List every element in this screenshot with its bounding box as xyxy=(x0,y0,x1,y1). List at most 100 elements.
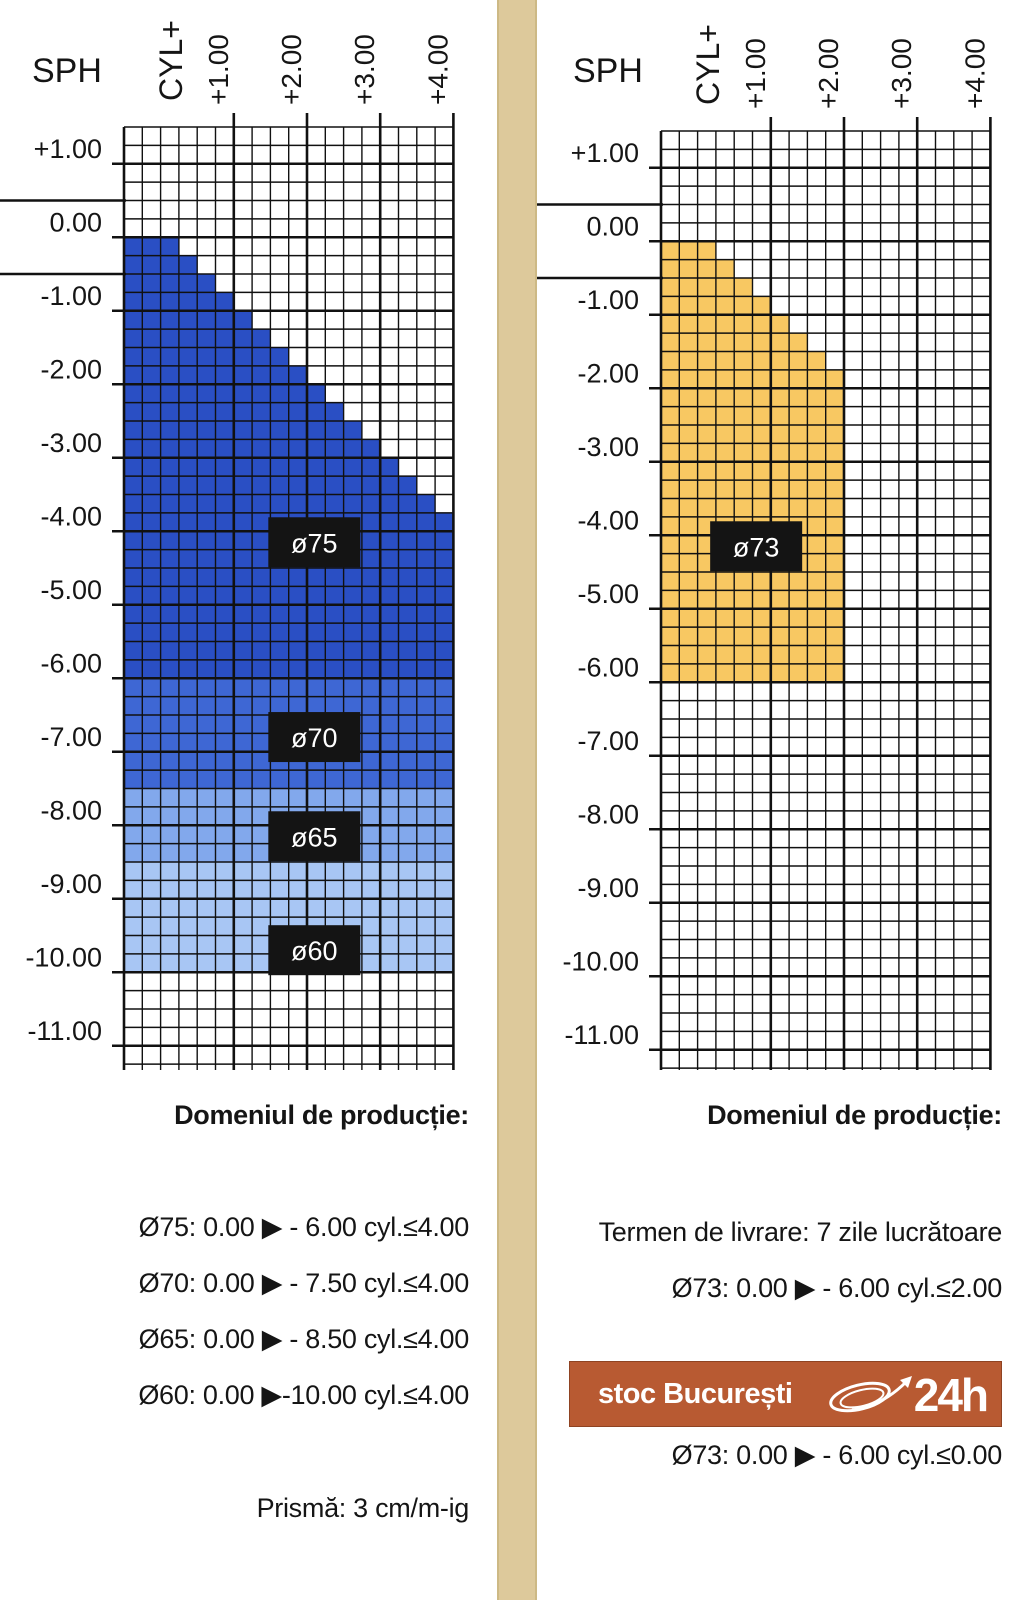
grid-cell xyxy=(435,696,454,715)
grid-cell xyxy=(789,333,808,352)
grid-cell xyxy=(715,572,735,591)
grid-cell xyxy=(752,572,771,591)
grid-cell xyxy=(789,572,808,591)
grid-cell xyxy=(789,498,808,517)
sph-tick-label: -11.00 xyxy=(564,1020,639,1050)
grid-cell xyxy=(398,770,417,789)
grid-cell xyxy=(233,733,253,752)
grid-cell xyxy=(178,641,198,660)
grid-cell xyxy=(361,568,381,587)
grid-cell xyxy=(142,935,161,954)
grid-cell xyxy=(361,476,381,495)
grid-cell xyxy=(215,935,234,954)
grid-cell xyxy=(380,953,399,973)
grid-cell xyxy=(142,715,161,734)
grid-cell xyxy=(252,696,271,715)
grid-cell xyxy=(380,935,399,954)
grid-cell xyxy=(807,627,826,646)
grid-cell xyxy=(734,443,753,462)
grid-cell xyxy=(697,590,716,609)
cyl-tick-label: +1.00 xyxy=(740,38,771,109)
grid-cell xyxy=(197,623,216,642)
grid-cell xyxy=(288,586,307,605)
grid-cell xyxy=(325,641,344,660)
grid-cell xyxy=(270,898,289,918)
grid-cell xyxy=(252,641,271,660)
grid-cell xyxy=(233,862,253,881)
grid-cell xyxy=(252,880,271,899)
grid-cell xyxy=(142,641,161,660)
grid-cell xyxy=(380,917,399,936)
grid-cell xyxy=(380,880,399,899)
grid-cell xyxy=(233,494,253,513)
grid-cell xyxy=(715,333,735,352)
grid-cell xyxy=(307,641,326,660)
grid-cell xyxy=(142,898,161,918)
grid-cell xyxy=(160,751,179,771)
grid-cell xyxy=(715,443,735,462)
grid-cell xyxy=(124,237,143,256)
grid-cell xyxy=(734,369,753,389)
grid-cell xyxy=(435,531,454,550)
grid-cell xyxy=(416,953,436,973)
sph-tick-label: 0.00 xyxy=(49,207,102,237)
grid-cell xyxy=(416,770,436,789)
grid-cell xyxy=(661,278,680,297)
grid-cell xyxy=(380,806,399,826)
grid-cell xyxy=(697,480,716,499)
grid-cell xyxy=(307,568,326,587)
grid-cell xyxy=(435,770,454,789)
grid-cell xyxy=(715,351,735,370)
grid-cell xyxy=(160,641,179,660)
grid-cell xyxy=(178,439,198,458)
grid-cell xyxy=(416,898,436,918)
grid-cell xyxy=(807,572,826,591)
grid-cell xyxy=(124,751,143,771)
grid-cell xyxy=(178,476,198,495)
grid-cell xyxy=(307,439,326,458)
grid-cell xyxy=(752,369,771,389)
grid-cell xyxy=(197,806,216,826)
grid-cell xyxy=(142,310,161,330)
right-chart: +1.00 +2.00 +3.00 +4.00 +1.00 0.00 -1.00 -2.00 -… xyxy=(537,24,992,1070)
grid-cell xyxy=(252,421,271,440)
grid-cell xyxy=(361,512,381,532)
grid-cell xyxy=(270,421,289,440)
grid-cell xyxy=(770,645,790,664)
grid-cell xyxy=(270,788,289,807)
delivery-swoosh-icon xyxy=(829,1376,912,1413)
grid-cell xyxy=(197,494,216,513)
grid-cell xyxy=(233,678,253,697)
grid-cell xyxy=(679,572,698,591)
grid-cell xyxy=(233,751,253,771)
grid-cell xyxy=(398,733,417,752)
sph-tick-label: -2.00 xyxy=(577,358,639,388)
grid-cell xyxy=(325,788,344,807)
grid-cell xyxy=(233,696,253,715)
grid-cell xyxy=(142,457,161,477)
grid-cell xyxy=(142,237,161,256)
cyl-tick-label: +2.00 xyxy=(276,34,307,105)
grid-cell xyxy=(715,425,735,444)
grid-cell xyxy=(252,549,271,568)
grid-cell xyxy=(197,384,216,403)
grid-cell xyxy=(124,917,143,936)
grid-cell xyxy=(661,333,680,352)
grid-cell xyxy=(661,590,680,609)
grid-cell xyxy=(307,898,326,918)
grid-cell xyxy=(398,586,417,605)
grid-cell xyxy=(288,862,307,881)
grid-cell xyxy=(361,678,381,697)
grid-cell xyxy=(789,627,808,646)
grid-cell xyxy=(160,384,179,403)
grid-cell xyxy=(197,678,216,697)
grid-cell xyxy=(398,715,417,734)
grid-cell xyxy=(398,476,417,495)
grid-cell xyxy=(416,586,436,605)
grid-cell xyxy=(661,553,680,572)
grid-cell xyxy=(270,457,289,477)
grid-cell xyxy=(679,351,698,370)
grid-cell xyxy=(160,843,179,862)
grid-cell xyxy=(270,770,289,789)
grid-cell xyxy=(233,935,253,954)
